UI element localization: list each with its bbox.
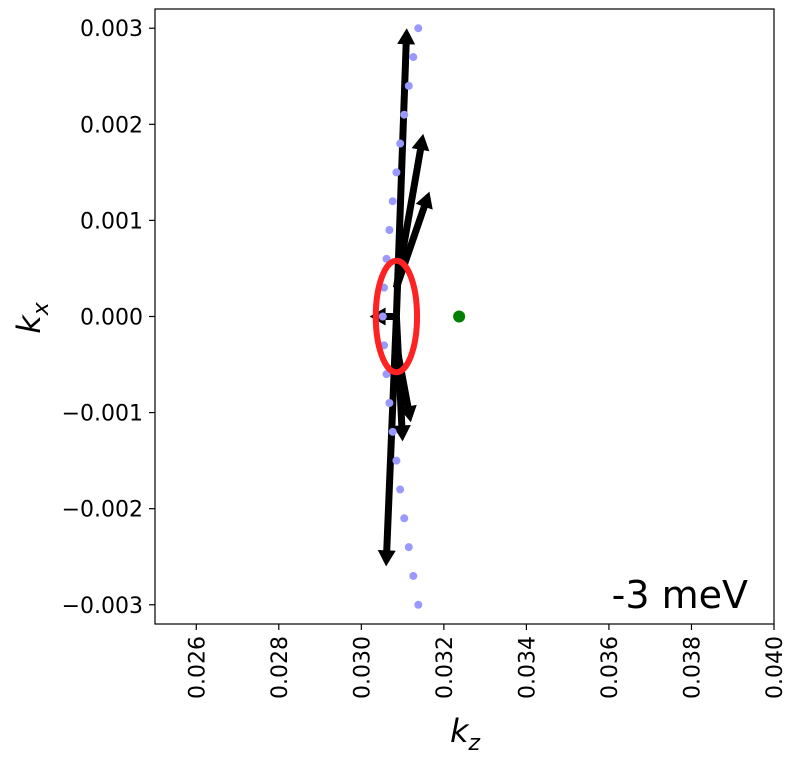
series-0-point-16 xyxy=(392,456,401,465)
x-tick-label-0: 0.026 xyxy=(185,636,210,699)
series-0-point-1 xyxy=(414,24,423,33)
x-axis-ticks: 0.026 0.028 0.030 0.032 0.034 0.036 0.038 0.040 xyxy=(185,624,788,699)
arrow-0 xyxy=(392,28,416,317)
series-0-point-8 xyxy=(385,226,394,235)
x-tick-label-1: 0.028 xyxy=(268,636,293,699)
y-tick-label-0: 0.003 xyxy=(80,17,143,42)
y-tick-label-6: −0.003 xyxy=(62,594,143,619)
plot-data-layer xyxy=(369,0,466,638)
y-axis-title-subscript: x xyxy=(29,301,54,316)
series-0-point-14 xyxy=(385,398,394,407)
x-axis-title-subscript: z xyxy=(467,731,480,756)
arrow-6 xyxy=(392,316,411,442)
series-0-point-15 xyxy=(388,427,397,436)
series-0-point-17 xyxy=(396,485,405,494)
y-tick-label-3: 0.000 xyxy=(80,306,143,331)
x-tick-label-6: 0.038 xyxy=(680,636,705,699)
series-2-point-0 xyxy=(453,310,466,323)
x-tick-label-7: 0.040 xyxy=(763,636,788,699)
series-0-point-3 xyxy=(404,81,413,90)
x-tick-label-3: 0.032 xyxy=(433,636,458,699)
series-0-point-11 xyxy=(378,312,387,321)
x-tick-label-2: 0.030 xyxy=(350,636,375,699)
series-0-point-19 xyxy=(404,543,413,552)
energy-annotation: -3 meV xyxy=(612,573,748,617)
x-tick-label-5: 0.036 xyxy=(598,636,623,699)
y-axis-ticks: 0.003 0.002 0.001 0.000 −0.001 −0.002 −0.003 xyxy=(62,17,155,619)
arrow-1 xyxy=(392,133,430,289)
series-0-point-2 xyxy=(409,53,418,62)
series-0-point-22 xyxy=(419,630,427,638)
series-0-point-7 xyxy=(388,197,397,206)
series-0-point-0 xyxy=(419,0,427,3)
y-tick-label-4: −0.001 xyxy=(62,402,143,427)
series-0-point-18 xyxy=(400,514,409,523)
x-tick-label-4: 0.034 xyxy=(515,636,540,699)
y-tick-label-2: 0.001 xyxy=(80,209,143,234)
y-tick-label-1: 0.002 xyxy=(80,113,143,138)
arrow-4 xyxy=(377,316,400,567)
x-axis-title: kz xyxy=(450,712,481,756)
y-tick-label-5: −0.002 xyxy=(62,498,143,523)
fermi-contour-ellipse xyxy=(372,257,421,376)
series-0-point-6 xyxy=(392,168,401,177)
series-0-point-21 xyxy=(414,600,423,609)
series-0-point-4 xyxy=(400,110,409,119)
series-0-point-5 xyxy=(396,139,405,148)
series-0-point-20 xyxy=(409,571,418,580)
y-axis-title: kx xyxy=(10,301,54,334)
